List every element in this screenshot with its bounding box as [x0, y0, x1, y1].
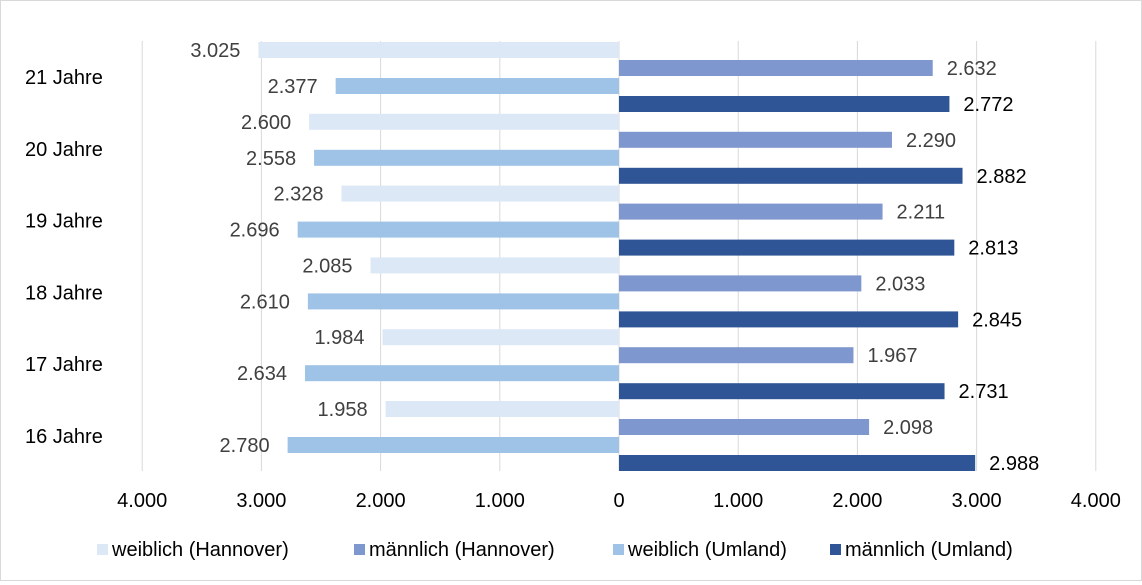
category-label: 17 Jahre [25, 354, 103, 376]
bar-weiblich-umland [305, 365, 619, 382]
legend-item: weiblich (Umland) [613, 539, 787, 561]
legend-item: weiblich (Hannover) [97, 539, 289, 561]
legend-swatch [613, 544, 624, 555]
bar-weiblich-hannover [370, 257, 619, 274]
legend-swatch [97, 544, 108, 555]
bar-m-nnlich-hannover [619, 203, 883, 220]
x-tick-label: 1.000 [475, 490, 525, 512]
bar-weiblich-hannover [258, 42, 619, 58]
data-label: 1.958 [318, 399, 368, 421]
category-label: 19 Jahre [25, 211, 103, 233]
data-label: 2.634 [237, 363, 287, 385]
legend: weiblich (Hannover) männlich (Hannover) we… [97, 539, 1013, 561]
bar-weiblich-umland [287, 437, 619, 453]
legend-label: weiblich (Hannover) [111, 539, 289, 561]
data-label: 2.882 [977, 166, 1027, 188]
bar-weiblich-hannover [382, 329, 619, 346]
data-label: 2.328 [273, 184, 323, 206]
x-tick-label: 2.000 [356, 490, 406, 512]
category-label: 20 Jahre [25, 139, 103, 161]
data-label: 2.845 [972, 309, 1022, 331]
data-labels: 3.025 2.600 2.328 2.085 1.984 1.958 2.632 2.290… [190, 40, 1039, 475]
bars [258, 42, 976, 471]
data-label: 2.377 [268, 76, 318, 98]
data-label: 2.988 [989, 453, 1039, 475]
x-tick-label: 4.000 [1071, 490, 1121, 512]
bar-m-nnlich-hannover [619, 275, 862, 292]
legend-swatch [830, 544, 841, 555]
bar-m-nnlich-hannover [619, 419, 870, 435]
bar-m-nnlich-umland [619, 455, 976, 471]
bar-m-nnlich-umland [619, 239, 955, 256]
data-label: 3.025 [190, 40, 240, 62]
data-label: 1.984 [314, 327, 364, 349]
legend-label: weiblich (Umland) [627, 539, 787, 561]
data-label: 2.696 [230, 220, 280, 242]
bar-m-nnlich-umland [619, 383, 945, 400]
data-label: 2.780 [220, 435, 270, 457]
x-tick-label: 4.000 [117, 490, 167, 512]
data-label: 2.033 [875, 273, 925, 295]
category-labels: 21 Jahre 20 Jahre 19 Jahre 18 Jahre 17 Jahre… [25, 67, 103, 448]
legend-item: männlich (Hannover) [354, 539, 555, 561]
bar-m-nnlich-umland [619, 167, 963, 184]
bar-weiblich-umland [335, 78, 619, 94]
x-axis-ticks: 4.000 3.000 2.000 1.000 0 1.000 2.000 3.000 4.00… [117, 490, 1121, 512]
x-tick-label: 1.000 [713, 490, 763, 512]
bar-m-nnlich-hannover [619, 131, 892, 148]
data-label: 2.772 [963, 94, 1013, 116]
bar-weiblich-hannover [341, 185, 619, 202]
bar-weiblich-umland [314, 149, 619, 166]
legend-label: männlich (Hannover) [369, 539, 555, 561]
category-label: 16 Jahre [25, 426, 103, 448]
data-label: 2.098 [883, 417, 933, 439]
x-tick-label: 2.000 [832, 490, 882, 512]
bar-m-nnlich-hannover [619, 60, 933, 76]
x-tick-label: 3.000 [952, 490, 1002, 512]
legend-label: männlich (Umland) [845, 539, 1013, 561]
x-tick-label: 3.000 [236, 490, 286, 512]
legend-item: männlich (Umland) [830, 539, 1013, 561]
bar-weiblich-umland [297, 221, 619, 238]
category-label: 18 Jahre [25, 282, 103, 304]
bar-m-nnlich-hannover [619, 347, 854, 364]
data-label: 1.967 [867, 345, 917, 367]
data-label: 2.558 [246, 148, 296, 170]
data-label: 2.632 [947, 58, 997, 80]
bar-weiblich-hannover [309, 113, 619, 130]
data-label: 2.600 [241, 112, 291, 134]
data-label: 2.290 [906, 130, 956, 152]
data-label: 2.731 [959, 381, 1009, 403]
gridlines [141, 41, 1097, 471]
data-label: 2.211 [897, 202, 946, 224]
x-tick-label: 0 [613, 490, 624, 512]
legend-swatch [354, 544, 365, 555]
data-label: 2.610 [240, 291, 290, 313]
bar-weiblich-hannover [385, 401, 619, 417]
bar-m-nnlich-umland [619, 311, 959, 328]
bar-m-nnlich-umland [619, 96, 950, 112]
category-label: 21 Jahre [25, 67, 103, 89]
bar-weiblich-umland [307, 293, 619, 310]
data-label: 2.813 [968, 238, 1018, 260]
data-label: 2.085 [302, 255, 352, 277]
